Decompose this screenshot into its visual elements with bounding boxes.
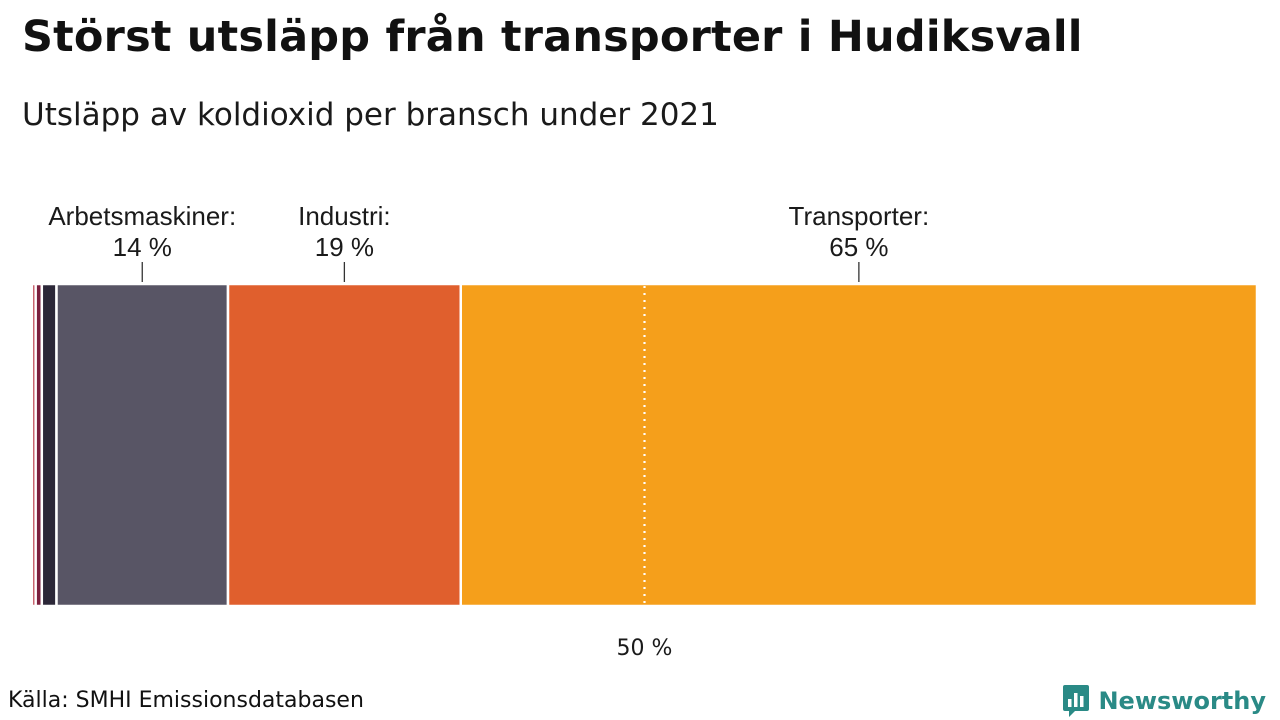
segment-value-transporter: 65 % [829,232,888,262]
segment-label-arbetsmaskiner: Arbetsmaskiner: [48,201,236,231]
bar-segments [30,282,1259,608]
chart-subtitle: Utsläpp av koldioxid per bransch under 2… [22,97,719,133]
reference-line-group: 50 % [617,286,673,661]
reference-line-label: 50 % [617,636,673,661]
chart-title: Störst utsläpp från transporter i Hudiks… [22,12,1083,62]
segment-label-industri: Industri: [298,201,391,231]
bar-segment-transporter [459,282,1259,608]
segment-value-industri: 19 % [315,232,374,262]
newsworthy-logo: Newsworthy [1062,684,1266,718]
source-note: Källa: SMHI Emissionsdatabasen [8,688,364,713]
segment-labels: Arbetsmaskiner:14 % Industri:19 % Transpor… [48,201,929,282]
bar-segment-industri [226,282,462,608]
segment-value-arbetsmaskiner: 14 % [113,232,172,262]
bar-segment-arbetsmaskiner [55,282,230,608]
segment-label-transporter: Transporter: [789,201,930,231]
bar-segment-minor-2 [40,282,58,608]
newsworthy-logo-icon [1063,685,1090,717]
newsworthy-logo-text: Newsworthy [1098,687,1266,715]
